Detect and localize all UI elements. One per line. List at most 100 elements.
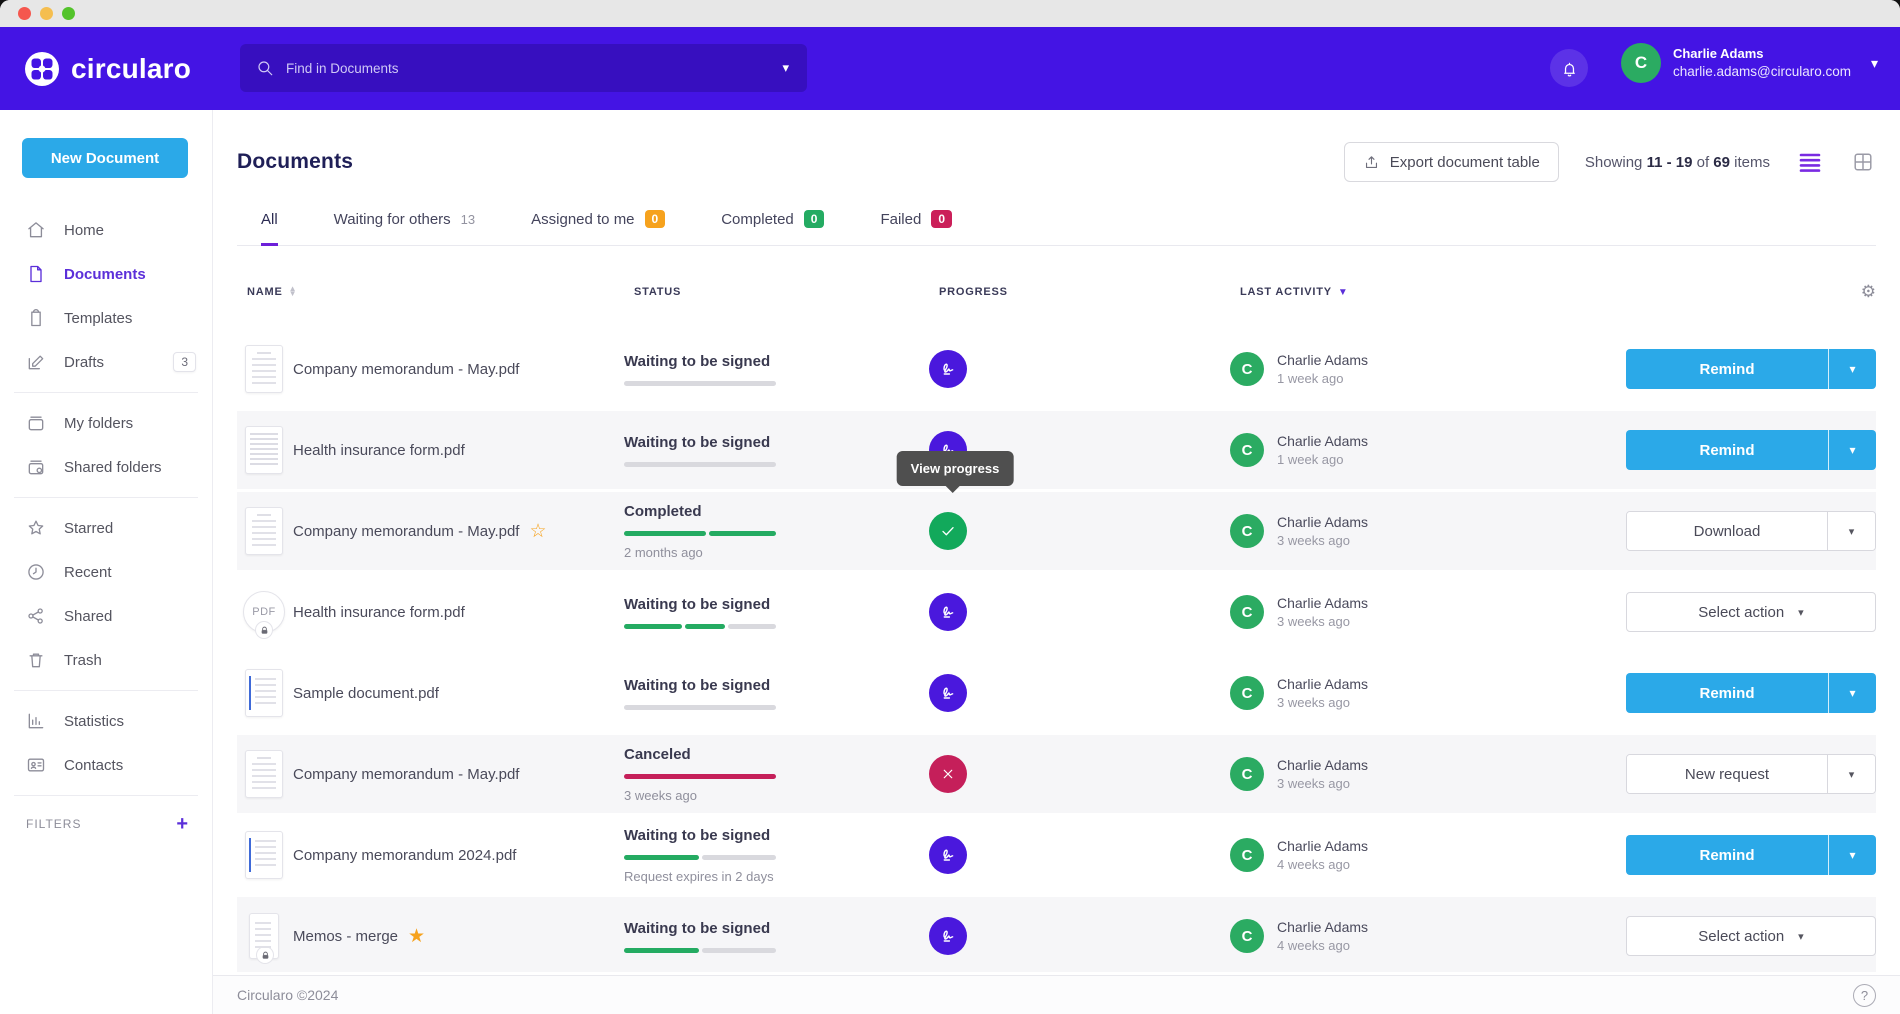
table-row[interactable]: PDF Health insurance form.pdf Waiting to… (237, 573, 1876, 651)
sidebar-item-my-folders[interactable]: My folders (0, 401, 212, 445)
grid-view-toggle[interactable] (1850, 149, 1876, 175)
view-progress-button[interactable] (929, 917, 967, 955)
document-name[interactable]: Memos - merge (293, 927, 399, 945)
remind-button[interactable]: Remind (1626, 349, 1828, 389)
table-row[interactable]: Company memorandum - May.pdf Canceled 3 w… (237, 735, 1876, 813)
completed-count-badge: 0 (803, 210, 825, 228)
view-progress-button[interactable] (929, 755, 967, 793)
sidebar: New Document Home Documents Templates Dr… (0, 110, 213, 1014)
tab-failed[interactable]: Failed 0 (880, 210, 952, 246)
view-progress-button[interactable] (929, 593, 967, 631)
sidebar-item-templates[interactable]: Templates (0, 296, 212, 340)
table-settings-button[interactable]: ⚙ (1860, 282, 1876, 301)
column-header-status[interactable]: STATUS (634, 286, 682, 298)
document-tabs: All Waiting for others 13 Assigned to me 0… (237, 210, 1876, 246)
close-window-button[interactable] (18, 7, 31, 20)
list-view-icon (1799, 153, 1821, 172)
table-row[interactable]: Health insurance form.pdf Waiting to be … (237, 411, 1876, 489)
select-action-button[interactable]: Select action ▾ (1626, 592, 1876, 632)
sidebar-item-recent[interactable]: Recent (0, 550, 212, 594)
filters-section: FILTERS + (0, 804, 212, 834)
table-row[interactable]: Sample document.pdf Waiting to be signed… (237, 654, 1876, 732)
document-thumbnail: PDF (243, 591, 285, 639)
document-name[interactable]: Health insurance form.pdf (293, 441, 465, 459)
column-header-name[interactable]: NAME ▲ ▼ (247, 284, 298, 298)
global-search[interactable]: ▾ (240, 44, 807, 92)
action-dropdown-button[interactable]: ▾ (1828, 835, 1876, 875)
document-name[interactable]: Health insurance form.pdf (293, 603, 465, 621)
list-view-toggle[interactable] (1796, 150, 1824, 174)
view-progress-button[interactable] (929, 512, 967, 550)
view-progress-tooltip: View progress (896, 451, 1014, 493)
star-filled-icon[interactable]: ★ (408, 925, 426, 947)
column-header-last-activity[interactable]: LAST ACTIVITY ▼ (1240, 286, 1349, 298)
document-name[interactable]: Company memorandum - May.pdf (293, 765, 520, 783)
table-row[interactable]: Company memorandum - May.pdf Waiting to … (237, 330, 1876, 408)
divider (14, 690, 198, 691)
document-name[interactable]: Company memorandum - May.pdf (293, 522, 520, 540)
status-substatus: 3 weeks ago (624, 787, 697, 803)
activity-time: 3 weeks ago (1277, 533, 1350, 548)
minimize-window-button[interactable] (40, 7, 53, 20)
document-name[interactable]: Company memorandum 2024.pdf (293, 846, 517, 864)
sort-desc-icon: ▼ (1337, 286, 1349, 298)
select-action-button[interactable]: Select action ▾ (1626, 916, 1876, 956)
search-input[interactable] (286, 60, 769, 76)
tab-completed[interactable]: Completed 0 (721, 210, 825, 246)
activity-user: Charlie Adams (1277, 433, 1369, 449)
star-outline-icon[interactable]: ☆ (529, 520, 547, 542)
export-icon (1365, 155, 1377, 168)
progress-bar (624, 947, 776, 953)
status-text: Canceled (624, 745, 691, 763)
action-dropdown-button[interactable]: ▾ (1828, 430, 1876, 470)
remind-button[interactable]: Remind (1626, 835, 1828, 875)
view-progress-button[interactable] (929, 674, 967, 712)
status-text: Waiting to be signed (624, 919, 771, 937)
action-dropdown-button[interactable]: ▾ (1828, 673, 1876, 713)
signature-icon (943, 687, 954, 699)
notifications-button[interactable] (1550, 49, 1588, 87)
action-dropdown-button[interactable]: ▾ (1827, 512, 1875, 550)
document-name[interactable]: Sample document.pdf (293, 684, 439, 702)
column-header-progress[interactable]: PROGRESS (939, 286, 1008, 298)
action-dropdown-button[interactable]: ▾ (1828, 349, 1876, 389)
activity-time: 3 weeks ago (1277, 614, 1350, 629)
add-filter-button[interactable]: + (176, 813, 188, 835)
progress-segment (624, 704, 776, 710)
help-button[interactable]: ? (1853, 983, 1876, 1007)
sidebar-item-contacts[interactable]: Contacts (0, 743, 212, 787)
sidebar-item-documents[interactable]: Documents (0, 252, 212, 296)
export-document-table-button[interactable]: Export document table (1343, 142, 1559, 182)
action-button-group: Remind ▾ (1626, 349, 1876, 389)
table-row[interactable]: Memos - merge ★ Waiting to be signed C Cha… (237, 897, 1876, 972)
download-button[interactable]: Download (1627, 512, 1827, 550)
table-row[interactable]: Company memorandum 2024.pdf Waiting to b… (237, 816, 1876, 894)
new-request-button[interactable]: New request (1627, 755, 1827, 793)
user-menu[interactable]: C Charlie Adams charlie.adams@circularo.… (1620, 43, 1878, 83)
remind-button[interactable]: Remind (1626, 673, 1828, 713)
table-row[interactable]: Company memorandum - May.pdf ☆ Completed 2… (237, 451, 1876, 570)
maximize-window-button[interactable] (62, 7, 75, 20)
new-document-button[interactable]: New Document (22, 138, 188, 178)
sidebar-item-shared[interactable]: Shared (0, 594, 212, 638)
sidebar-item-trash[interactable]: Trash (0, 638, 212, 682)
search-scope-dropdown[interactable]: ▾ (782, 60, 789, 75)
divider (14, 795, 198, 796)
sidebar-item-drafts[interactable]: Drafts 3 (0, 340, 212, 384)
view-progress-button[interactable] (929, 350, 967, 388)
progress-bar (624, 530, 776, 536)
document-name[interactable]: Company memorandum - May.pdf (293, 360, 520, 378)
tab-assigned-to-me[interactable]: Assigned to me 0 (531, 210, 666, 246)
action-dropdown-button[interactable]: ▾ (1827, 755, 1875, 793)
status-text: Completed (624, 502, 702, 520)
sidebar-item-home[interactable]: Home (0, 208, 212, 252)
activity-time: 1 week ago (1277, 452, 1344, 467)
tab-all[interactable]: All (261, 210, 278, 246)
sidebar-item-starred[interactable]: Starred (0, 506, 212, 550)
sidebar-item-shared-folders[interactable]: Shared folders (0, 445, 212, 489)
tab-waiting-for-others[interactable]: Waiting for others 13 (333, 210, 476, 228)
brand-logo[interactable]: circularo (24, 51, 191, 87)
remind-button[interactable]: Remind (1626, 430, 1828, 470)
view-progress-button[interactable] (929, 836, 967, 874)
sidebar-item-statistics[interactable]: Statistics (0, 699, 212, 743)
